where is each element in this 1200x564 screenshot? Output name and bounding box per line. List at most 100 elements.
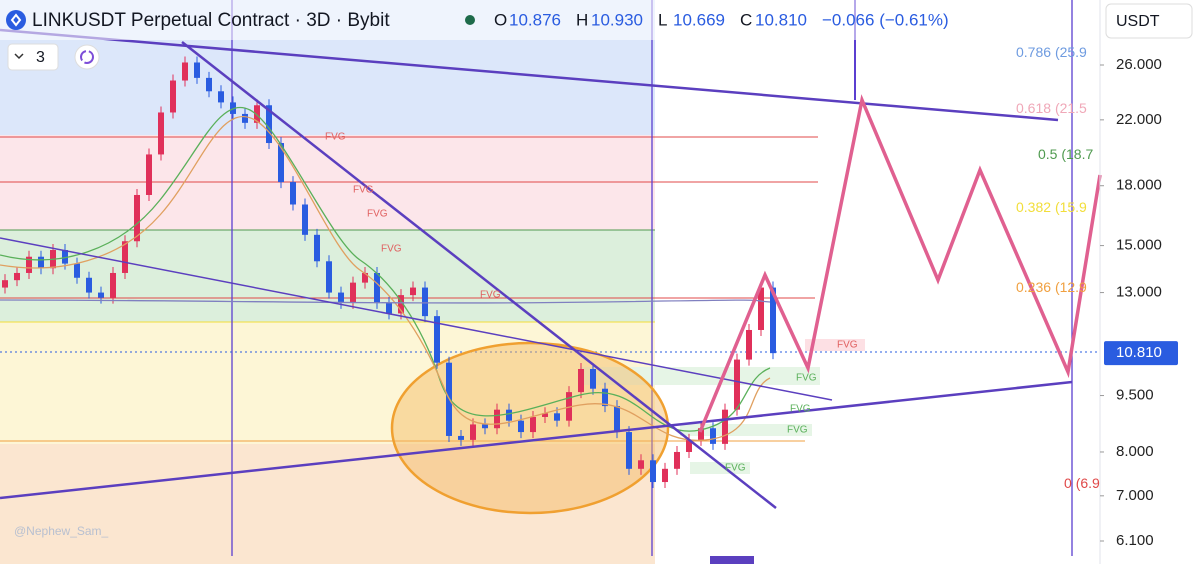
candle-body — [230, 102, 236, 114]
candle-body — [518, 420, 524, 433]
currency: USDT — [1116, 13, 1160, 30]
candle-body — [614, 406, 620, 433]
candle-body — [206, 77, 212, 92]
symbol-title[interactable]: LINKUSDT Perpetual Contract · 3D · Bybit — [32, 10, 390, 31]
status-dot — [465, 15, 475, 25]
fvg-label: FVG — [381, 244, 402, 255]
candle-body — [422, 287, 428, 317]
fib-labels: 0.786 (25.9 0.618 (21.5 0.5 (18.7 0.382 (15… — [1016, 44, 1100, 491]
fib-price: (21.5 — [1055, 100, 1087, 116]
fvg-labels: FVG FVG FVG FVG FVG FVG FVG FVG FVG FVG — [325, 132, 858, 474]
tick-label: 15.000 — [1116, 237, 1162, 254]
candle-body — [86, 277, 92, 293]
candle-body — [590, 369, 596, 389]
tick-label: 7.000 — [1116, 487, 1154, 504]
candle-body — [194, 62, 200, 78]
indicator-toggle[interactable] — [7, 43, 59, 71]
candle-body — [26, 256, 32, 273]
chevron — [14, 53, 24, 60]
candle-body — [38, 256, 44, 269]
candle-body — [218, 91, 224, 103]
candle-body — [458, 435, 464, 440]
candle-body — [638, 460, 644, 469]
projection-path — [698, 94, 1102, 433]
tick-label: 9.500 — [1116, 387, 1154, 404]
fib-level: 0.618 — [1016, 100, 1051, 116]
fib-price: (18.7 — [1061, 146, 1093, 162]
fib-level: 0.5 — [1038, 146, 1058, 162]
candle-body — [686, 439, 692, 452]
ohlc-key: L — [658, 10, 667, 29]
refresh-button[interactable] — [74, 44, 100, 70]
candle-body — [722, 409, 728, 444]
candle-body — [470, 424, 476, 440]
candle-body — [326, 261, 332, 293]
ohlc-value: 10.930 — [591, 10, 643, 29]
candle-body — [374, 272, 380, 303]
candle-body — [146, 154, 152, 195]
candle-body — [770, 287, 776, 354]
fib-price: (12.9 — [1055, 279, 1087, 295]
candle-body — [290, 182, 296, 205]
candle-body — [134, 194, 140, 242]
fib-level: 0.236 — [1016, 279, 1051, 295]
candle-body — [554, 413, 560, 421]
candle-body — [698, 428, 704, 440]
ohlc-value: 10.810 — [755, 10, 807, 29]
tick-label: 13.000 — [1116, 284, 1162, 301]
candle-body — [494, 409, 500, 429]
candle-body — [170, 80, 176, 113]
candle-body — [254, 105, 260, 123]
fib-label: 0.236 (12.9 — [1016, 279, 1087, 295]
tick-label: 8.000 — [1116, 443, 1154, 460]
indicator-count: 3 — [36, 49, 45, 66]
candle-body — [734, 359, 740, 410]
ohlc-key: O — [494, 10, 507, 29]
tick-label: 6.100 — [1116, 532, 1154, 549]
candle-body — [98, 292, 104, 298]
ohlc-key: C — [740, 10, 752, 29]
fib-label: 0.5 (18.7 — [1038, 146, 1093, 162]
tick-label: 22.000 — [1116, 111, 1162, 128]
fvg-label: FVG — [837, 340, 858, 351]
candle-body — [314, 234, 320, 262]
candle-body — [626, 432, 632, 469]
candle-body — [2, 280, 8, 288]
candle-body — [14, 272, 20, 281]
fvg-label: FVG — [353, 185, 374, 196]
currency-select[interactable] — [1105, 3, 1193, 39]
candle-body — [278, 143, 284, 183]
candle-body — [62, 249, 68, 264]
fvg-label: FVG — [325, 132, 346, 143]
candle-body — [746, 329, 752, 360]
marker — [710, 556, 754, 564]
candle-body — [434, 316, 440, 363]
candle-body — [674, 451, 680, 469]
candle-body — [662, 468, 668, 483]
last-price-label: 10.810 — [1116, 344, 1162, 361]
price-change: −0.066 (−0.61%) — [822, 10, 949, 29]
candles — [2, 56, 776, 489]
candle-body — [566, 392, 572, 421]
tick-label: 18.000 — [1116, 177, 1162, 194]
fvg-label: FVG — [787, 425, 808, 436]
fib-label: 0.618 (21.5 — [1016, 100, 1087, 116]
fib-price: (25.9 — [1055, 44, 1087, 60]
candle-body — [758, 287, 764, 330]
candle-body — [122, 241, 128, 273]
candle-body — [482, 424, 488, 429]
candle-body — [110, 272, 116, 298]
candle-body — [602, 388, 608, 407]
candle-body — [74, 263, 80, 278]
ohlc-value: 10.876 — [509, 10, 561, 29]
trendlines — [0, 28, 1073, 509]
fib-label: 0.786 (25.9 — [1016, 44, 1087, 60]
candle-body — [242, 113, 248, 123]
candle-body — [398, 295, 404, 314]
fib-level: 0.786 — [1016, 44, 1051, 60]
ohlc-key: H — [576, 10, 588, 29]
candle-body — [386, 302, 392, 314]
fib-price: (15.9 — [1055, 199, 1087, 215]
candle-body — [338, 292, 344, 303]
